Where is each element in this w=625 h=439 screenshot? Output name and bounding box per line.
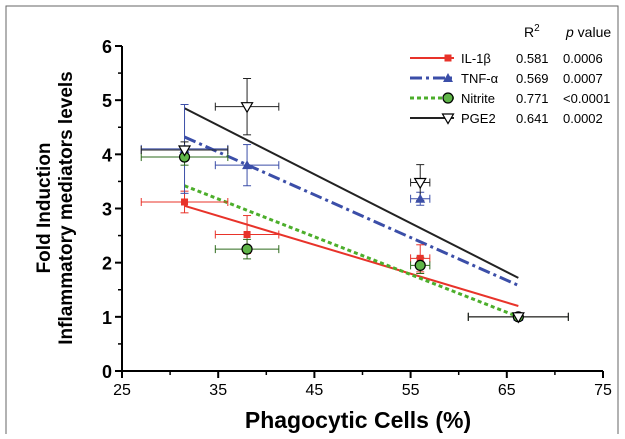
y-tick-label: 6 [102, 37, 112, 57]
series-1-point-2-square-marker [243, 231, 251, 238]
y-tick-label: 4 [102, 145, 112, 165]
series-3-point-2-circle-marker [241, 243, 253, 255]
error-bars [140, 78, 569, 321]
series-3-fit-line [183, 184, 519, 319]
y-tick-label: 5 [102, 91, 112, 111]
series-4-point-3-triangle-down-marker [413, 177, 427, 190]
legend-2-p-value: 0.0007 [563, 71, 603, 86]
legend-4-r2-value: 0.641 [516, 111, 549, 126]
legend-4-name: PGE2 [461, 111, 496, 126]
series-4-point-4-triangle-down-marker [511, 312, 525, 324]
series-4-fit-line [184, 107, 519, 279]
y-tick-label: 2 [102, 254, 112, 274]
legend-header-pvalue: p value [565, 24, 611, 40]
y-axis-label-line2: Inflammatory mediators levels [56, 71, 77, 345]
y-tick-label: 3 [102, 200, 112, 220]
x-tick-label: 75 [594, 382, 612, 399]
legend-2-triangle-marker [443, 73, 453, 82]
legend-2-name: TNF-α [461, 71, 499, 86]
legend-4-p-value: 0.0002 [563, 111, 603, 126]
data-points [177, 102, 525, 324]
figure-border [5, 5, 619, 439]
legend-header-r2: R2 [524, 23, 540, 40]
x-tick-label: 55 [402, 382, 420, 399]
series-1-point-1-square-marker [181, 198, 189, 206]
regression-lines [183, 107, 519, 319]
legend-1-name: IL-1β [461, 51, 491, 66]
legend-4-triangle-down-marker [441, 113, 455, 125]
y-axis-label-line1: Fold Induction [34, 143, 55, 274]
legend-3-p-value: <0.0001 [563, 91, 610, 106]
legend-3-name: Nitrite [461, 91, 495, 106]
x-tick-label: 35 [209, 382, 227, 399]
legend-2-r2-value: 0.569 [516, 71, 549, 86]
series-2-fit-line [183, 135, 519, 287]
legend-1-r2-value: 0.581 [516, 51, 549, 66]
x-tick-label: 65 [498, 382, 516, 399]
series-2-point-3-triangle-marker [415, 193, 426, 203]
legend-3-circle-marker [442, 92, 454, 104]
x-tick-label: 45 [306, 382, 324, 399]
series-4-point-2-triangle-down-marker [240, 102, 254, 114]
series-2-point-2-triangle-marker [242, 160, 253, 170]
x-axis-label: Phagocytic Cells (%) [245, 407, 471, 433]
series-1-fit-line [184, 204, 519, 307]
y-tick-label: 0 [102, 362, 112, 382]
series-1-point-3-square-marker [416, 254, 424, 262]
y-tick-label: 1 [102, 308, 112, 328]
series-3-point-3-circle-marker [414, 259, 426, 271]
x-tick-label: 25 [113, 382, 131, 399]
legend-3-r2-value: 0.771 [516, 91, 549, 106]
legend-1-square-marker [444, 54, 452, 62]
legend: R2 p value IL-1β 0.581 0.0006 TNF-α 0.569 0.0… [410, 23, 611, 126]
series-4-point-1-triangle-down-marker [177, 145, 192, 157]
legend-1-p-value: 0.0006 [563, 51, 603, 66]
